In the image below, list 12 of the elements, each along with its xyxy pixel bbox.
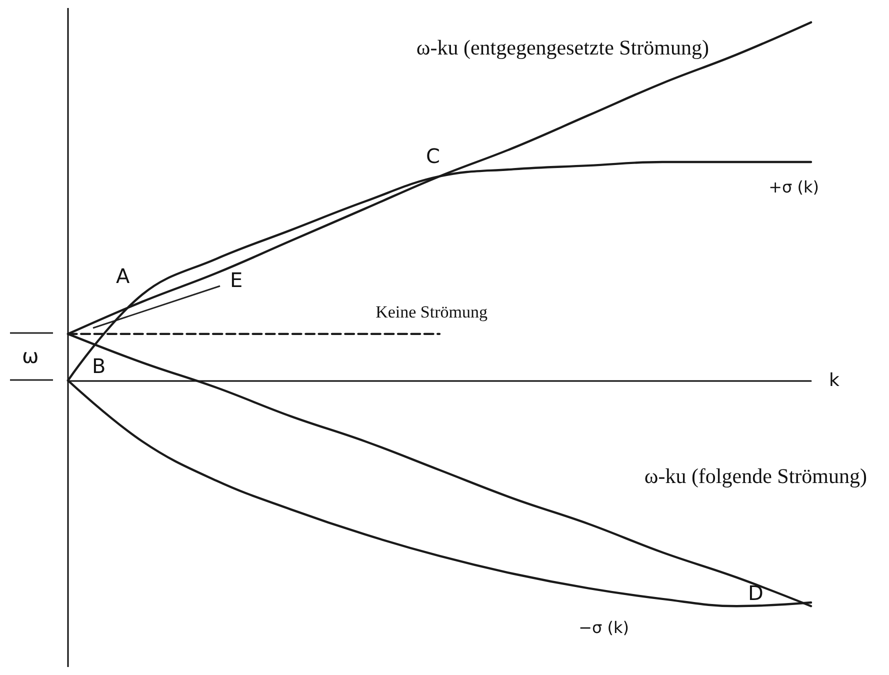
annotation: B	[92, 354, 106, 378]
text: ω-ku (folgende Strömung)	[644, 464, 867, 488]
annotation: D	[748, 581, 764, 605]
x-axis-title: k	[829, 370, 840, 391]
series-label: ω-ku (entgegengesetzte Strömung)	[416, 35, 709, 60]
annotation: A	[116, 264, 130, 288]
series-label: −σ (k)	[578, 618, 629, 638]
annotation: E	[230, 268, 243, 292]
series-label: +σ (k)	[768, 178, 819, 197]
series-label: Keine Strömung	[376, 302, 488, 322]
annotation: C	[426, 144, 440, 168]
text: ω	[22, 344, 39, 368]
